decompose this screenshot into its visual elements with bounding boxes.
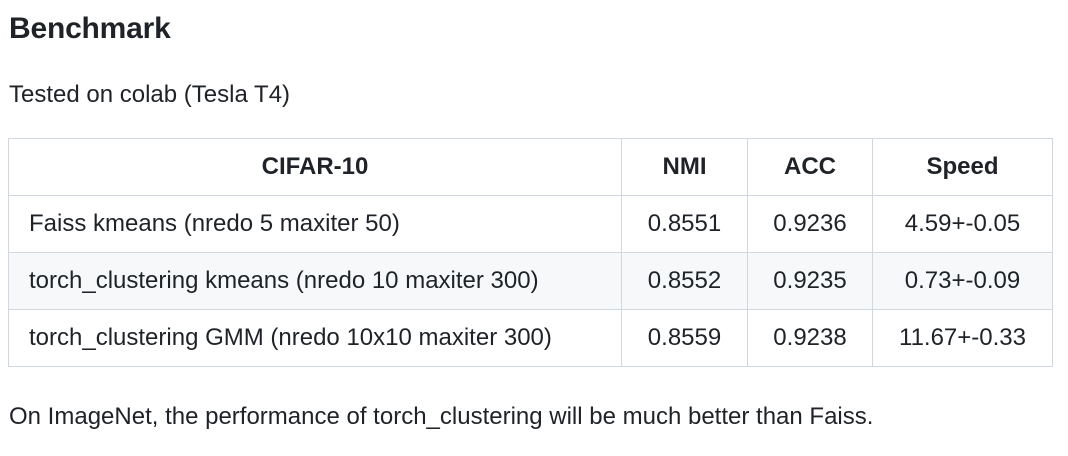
table-row: torch_clustering kmeans (nredo 10 maxite… [8,252,1053,310]
column-header-nmi: NMI [621,138,748,196]
method-cell: torch_clustering kmeans (nredo 10 maxite… [8,252,622,310]
acc-cell: 0.9236 [747,195,873,253]
speed-cell: 0.73+-0.09 [872,252,1053,310]
nmi-cell: 0.8551 [621,195,748,253]
table-header-row: CIFAR-10 NMI ACC Speed [8,138,1053,196]
method-cell: Faiss kmeans (nredo 5 maxiter 50) [8,195,622,253]
benchmark-table: CIFAR-10 NMI ACC Speed Faiss kmeans (nre… [8,138,1053,367]
column-header-acc: ACC [747,138,873,196]
speed-cell: 11.67+-0.33 [872,309,1053,367]
table-row: torch_clustering GMM (nredo 10x10 maxite… [8,309,1053,367]
section-heading: Benchmark [9,12,171,45]
acc-cell: 0.9238 [747,309,873,367]
nmi-cell: 0.8552 [621,252,748,310]
column-header-speed: Speed [872,138,1053,196]
nmi-cell: 0.8559 [621,309,748,367]
acc-cell: 0.9235 [747,252,873,310]
footer-text: On ImageNet, the performance of torch_cl… [9,403,874,430]
table-row: Faiss kmeans (nredo 5 maxiter 50) 0.8551… [8,195,1053,253]
speed-cell: 4.59+-0.05 [872,195,1053,253]
column-header-dataset: CIFAR-10 [8,138,622,196]
method-cell: torch_clustering GMM (nredo 10x10 maxite… [8,309,622,367]
intro-text: Tested on colab (Tesla T4) [9,81,291,108]
